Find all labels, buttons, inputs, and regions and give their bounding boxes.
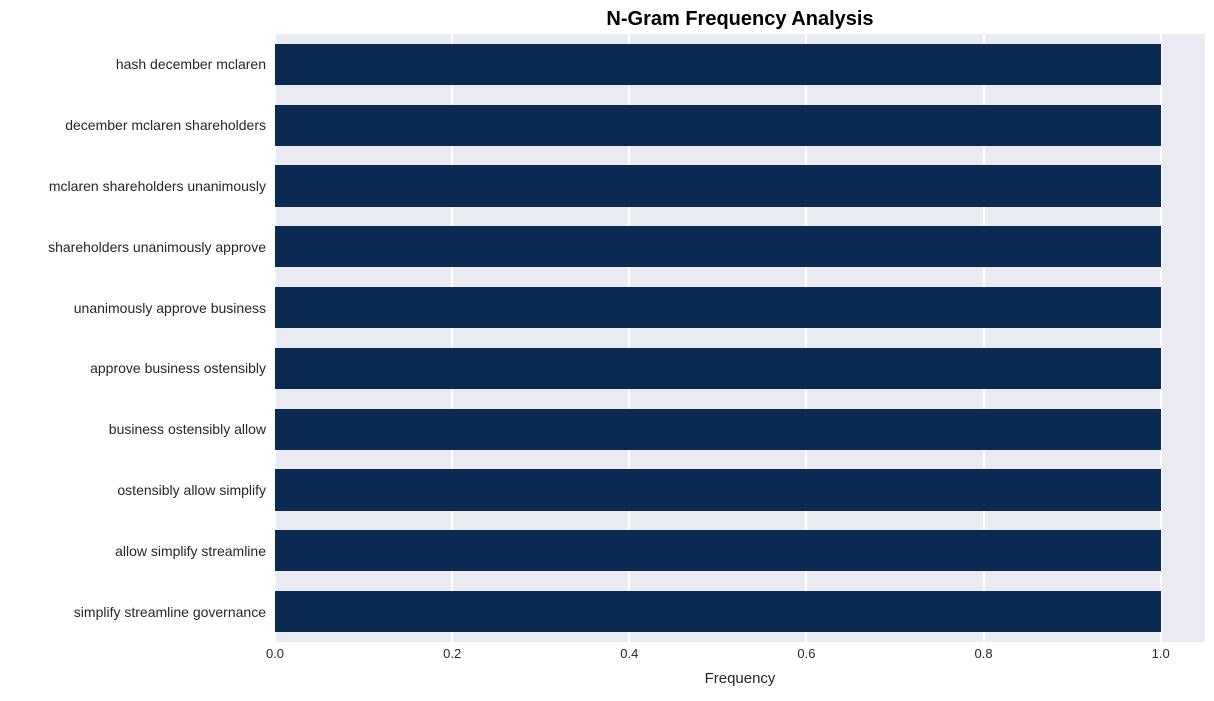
x-tick-label: 0.8 (975, 646, 993, 661)
x-tick-label: 0.2 (443, 646, 461, 661)
bars-layer (275, 34, 1205, 642)
bar-row (275, 165, 1205, 206)
bar (275, 348, 1161, 389)
bar-row (275, 409, 1205, 450)
x-tick-label: 0.4 (620, 646, 638, 661)
bar (275, 226, 1161, 267)
y-tick-label: mclaren shareholders unanimously (49, 178, 266, 194)
bar (275, 469, 1161, 510)
y-tick-label: december mclaren shareholders (65, 117, 266, 133)
bar-row (275, 530, 1205, 571)
y-tick-label: business ostensibly allow (109, 421, 266, 437)
y-tick-label: shareholders unanimously approve (48, 239, 266, 255)
y-tick-label: unanimously approve business (74, 300, 266, 316)
bar (275, 44, 1161, 85)
y-tick-label: allow simplify streamline (115, 543, 266, 559)
bar (275, 409, 1161, 450)
y-tick-label: simplify streamline governance (74, 604, 266, 620)
y-tick-label: approve business ostensibly (90, 360, 266, 376)
bar (275, 591, 1161, 632)
x-tick-label: 1.0 (1152, 646, 1170, 661)
bar-row (275, 591, 1205, 632)
plot-area (275, 34, 1205, 642)
bar-row (275, 287, 1205, 328)
x-tick-label: 0.6 (797, 646, 815, 661)
y-tick-label: ostensibly allow simplify (117, 482, 266, 498)
bar (275, 530, 1161, 571)
bar-row (275, 348, 1205, 389)
x-axis-label: Frequency (275, 670, 1205, 687)
ngram-frequency-chart: N-Gram Frequency Analysis hash december … (0, 0, 1214, 701)
bar-row (275, 226, 1205, 267)
bar-row (275, 105, 1205, 146)
bar (275, 105, 1161, 146)
bar (275, 165, 1161, 206)
chart-title: N-Gram Frequency Analysis (275, 8, 1205, 31)
y-tick-label: hash december mclaren (116, 56, 266, 72)
bar-row (275, 469, 1205, 510)
x-tick-label: 0.0 (266, 646, 284, 661)
bar-row (275, 44, 1205, 85)
bar (275, 287, 1161, 328)
